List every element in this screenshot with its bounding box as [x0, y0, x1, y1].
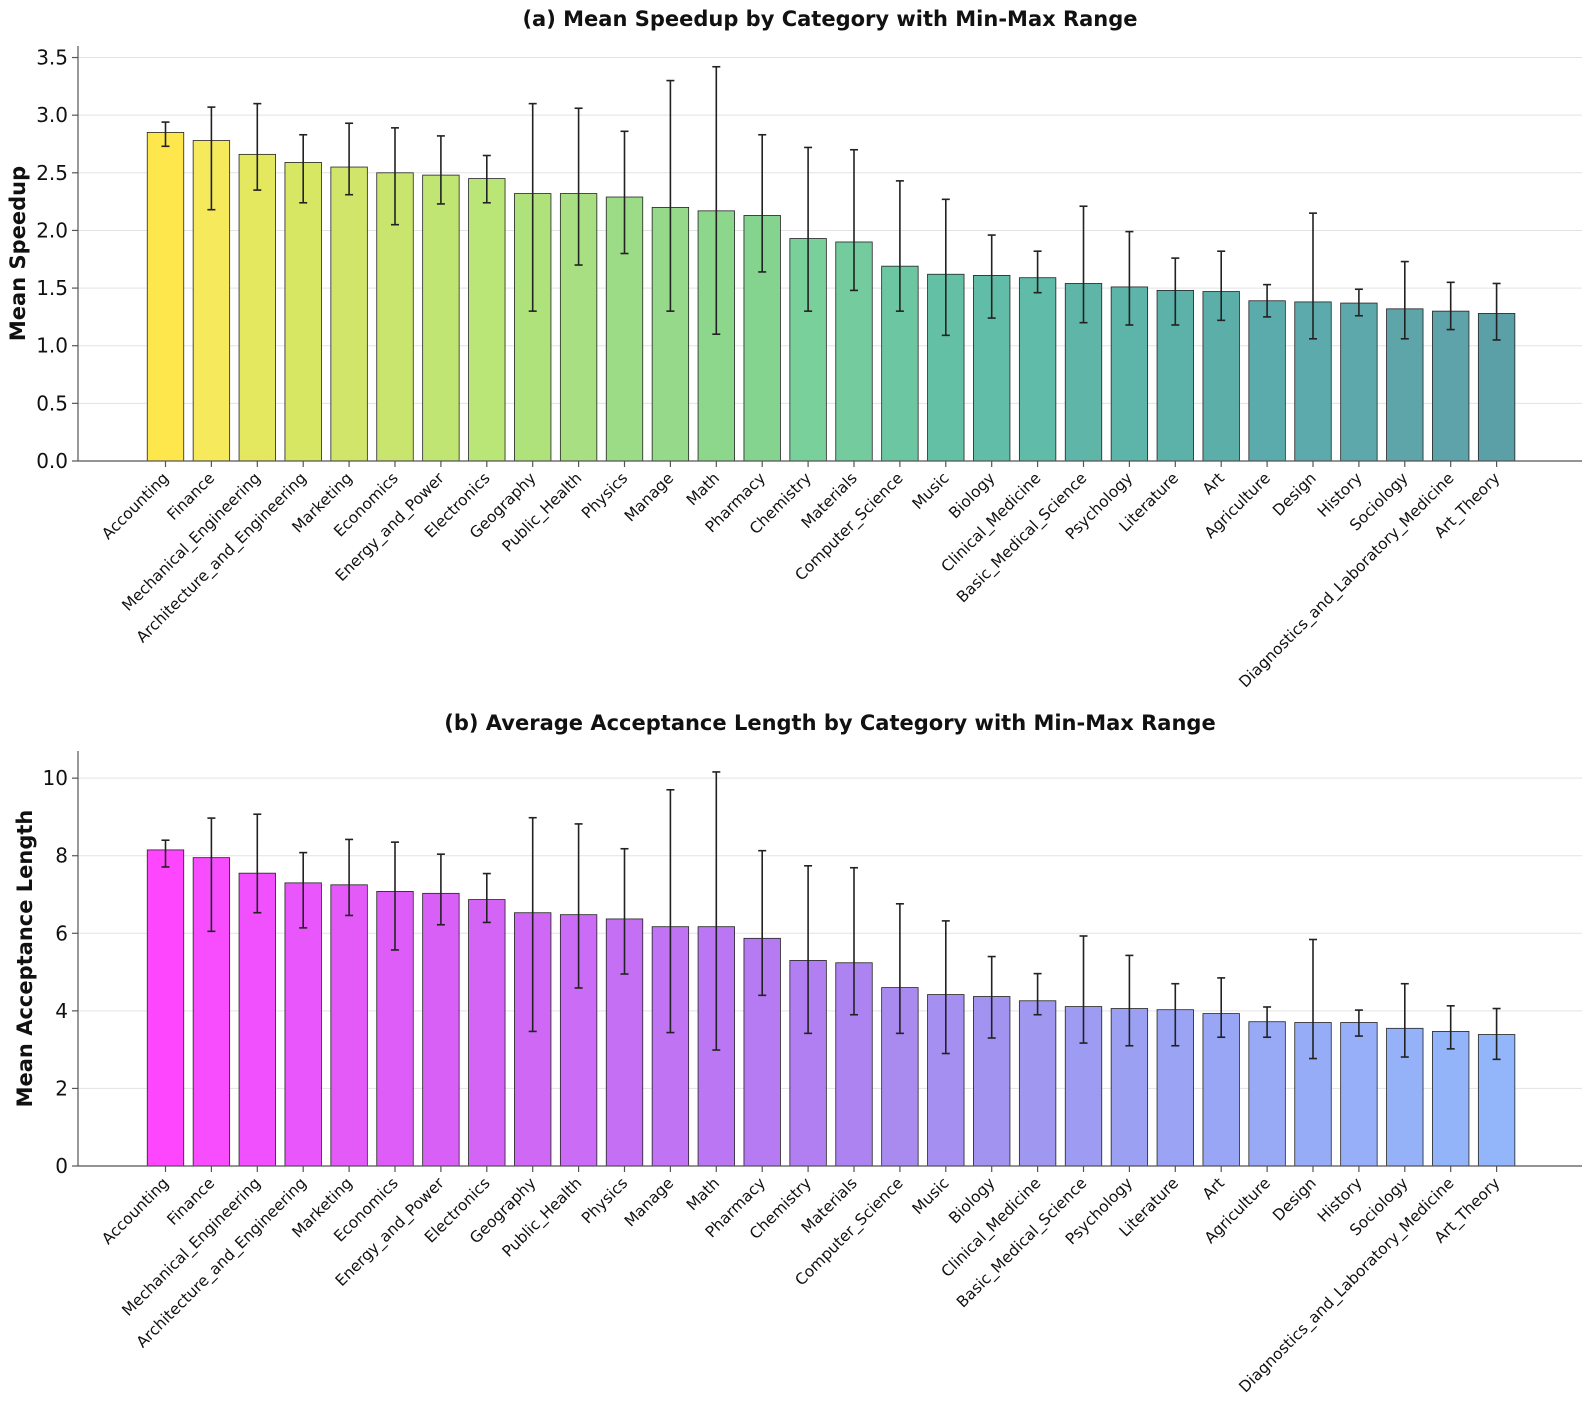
y-tick-label: 2 — [55, 1076, 68, 1100]
bar-clinical-medicine — [1018, 1000, 1057, 1167]
x-tick-label: Accounting — [98, 469, 172, 543]
y-tick-label: 4 — [55, 999, 68, 1023]
bar-diagnostics-and-laboratory-medicine — [1432, 310, 1470, 462]
bar-energy-and-power — [422, 892, 460, 1167]
bar-electronics — [468, 899, 506, 1167]
x-tick-label: Design — [1269, 469, 1320, 520]
y-tick-label: 6 — [55, 921, 68, 945]
x-tick-label: Math — [683, 469, 723, 509]
bar-mechanical-engineering — [238, 872, 276, 1167]
x-tick-label: Manage — [621, 1174, 677, 1230]
x-tick-label: Art — [1199, 1174, 1228, 1203]
bar-electronics — [468, 178, 506, 462]
y-tick-label: 0 — [55, 1154, 68, 1178]
y-tick-label: 2.0 — [36, 218, 68, 242]
x-tick-label: Design — [1269, 1174, 1320, 1225]
chart-panel-acceptance-length: 0246810AccountingFinanceMechanical_Engin… — [13, 711, 1582, 1397]
bar-energy-and-power — [422, 174, 460, 462]
chart-panel-speedup: 0.00.51.01.52.02.53.03.5AccountingFinanc… — [6, 7, 1582, 692]
bar-agriculture — [1248, 1021, 1286, 1167]
y-tick-label: 1.5 — [36, 276, 68, 300]
y-tick-label: 0.5 — [36, 391, 68, 415]
x-tick-label: Math — [683, 1174, 723, 1214]
bar-architecture-and-engineering — [284, 882, 322, 1167]
bar-marketing — [330, 166, 368, 462]
y-tick-label: 8 — [55, 844, 68, 868]
bar-diagnostics-and-laboratory-medicine — [1432, 1031, 1470, 1167]
y-tick-label: 0.0 — [36, 449, 68, 473]
x-tick-label: Architecture_and_Engineering — [133, 1174, 311, 1352]
bar-mechanical-engineering — [238, 153, 276, 462]
x-tick-label: Diagnostics_and_Laboratory_Medicine — [1235, 469, 1458, 692]
chart-title: (a) Mean Speedup by Category with Min-Ma… — [522, 7, 1137, 31]
x-tick-label: Architecture_and_Engineering — [133, 469, 311, 647]
bar-history — [1340, 302, 1378, 462]
bar-agriculture — [1248, 300, 1286, 462]
x-tick-label: Art — [1199, 469, 1228, 498]
bar-history — [1340, 1022, 1378, 1167]
y-axis-label: Mean Speedup — [6, 166, 30, 341]
y-tick-label: 3.5 — [36, 46, 68, 70]
bar-clinical-medicine — [1018, 277, 1057, 462]
chart-title: (b) Average Acceptance Length by Categor… — [444, 711, 1215, 735]
x-tick-label: Public_Health — [499, 469, 586, 556]
y-tick-label: 1.0 — [36, 334, 68, 358]
bar-architecture-and-engineering — [284, 162, 322, 462]
y-axis-label: Mean Acceptance Length — [13, 810, 37, 1108]
bar-accounting — [146, 132, 185, 462]
y-tick-label: 2.5 — [36, 161, 68, 185]
x-tick-label: Manage — [621, 469, 677, 525]
x-tick-label: Diagnostics_and_Laboratory_Medicine — [1235, 1174, 1458, 1397]
bar-accounting — [146, 849, 185, 1167]
x-tick-label: Accounting — [98, 1174, 172, 1248]
bar-marketing — [330, 884, 368, 1167]
x-tick-label: Public_Health — [499, 1174, 586, 1261]
x-tick-label: Music — [909, 469, 953, 513]
y-tick-label: 10 — [43, 766, 68, 790]
x-tick-label: Music — [909, 1174, 953, 1218]
y-tick-label: 3.0 — [36, 103, 68, 127]
